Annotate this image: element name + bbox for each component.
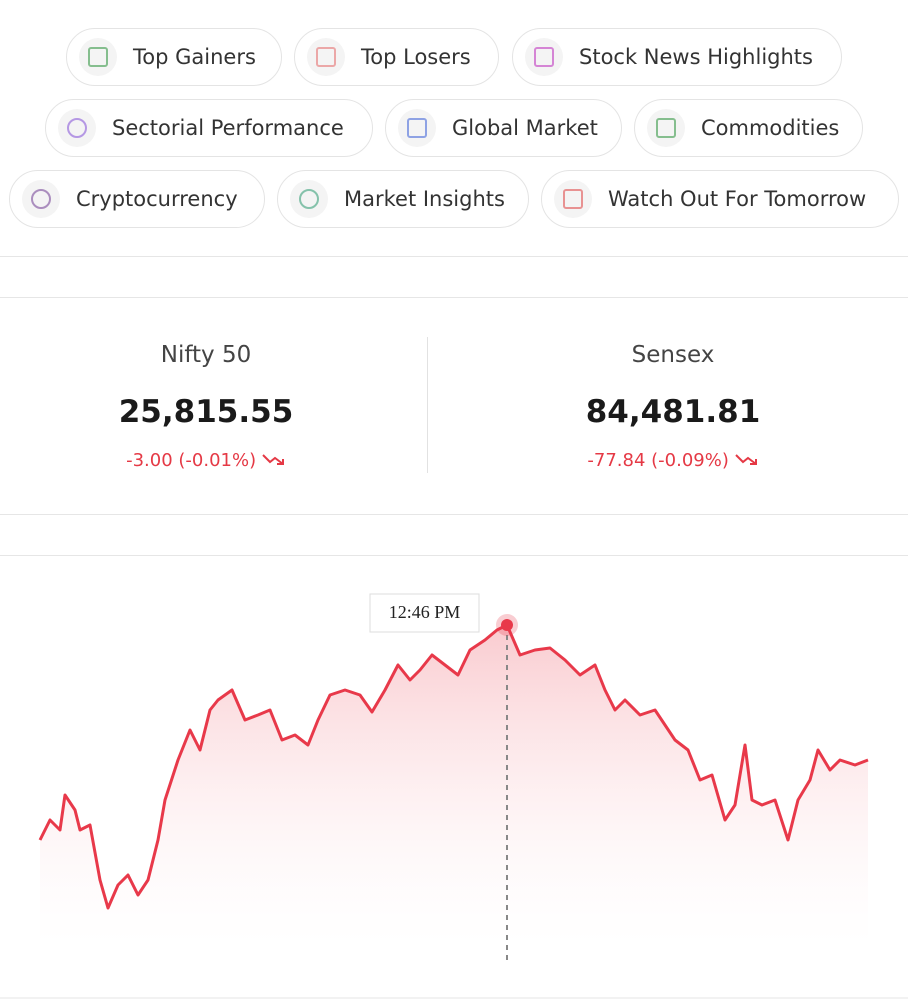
chip-label: Global Market xyxy=(452,116,598,140)
divider xyxy=(427,337,428,473)
chip-label: Stock News Highlights xyxy=(579,45,813,69)
change-text: -77.84 (-0.09%) xyxy=(587,450,729,471)
separator xyxy=(0,297,908,298)
price-line xyxy=(38,623,869,910)
chip-label: Top Gainers xyxy=(133,45,256,69)
chip[interactable]: Top Losers xyxy=(294,28,499,86)
separator xyxy=(0,555,908,556)
tooltip-text: 12:46 PM xyxy=(389,602,461,622)
index-change: -77.84 (-0.09%) xyxy=(463,450,883,471)
chip-label: Top Losers xyxy=(361,45,471,69)
down-arrow xyxy=(734,454,757,465)
chip[interactable]: Watch Out For Tomorrow xyxy=(541,170,899,228)
hover-dot xyxy=(501,619,513,631)
chip[interactable]: Market Insights xyxy=(277,170,529,228)
chip-label: Commodities xyxy=(701,116,840,140)
index-change: -3.00 (-0.01%) xyxy=(0,450,416,471)
index-name: Nifty 50 xyxy=(160,342,252,368)
index-value: 84,481.81 xyxy=(585,394,761,430)
separator xyxy=(0,514,908,515)
index-name: Sensex xyxy=(631,342,715,368)
tooltip-box xyxy=(369,593,480,633)
chip-label: Sectorial Performance xyxy=(112,116,344,140)
chip[interactable]: Cryptocurrency xyxy=(9,170,265,228)
chip[interactable]: Top Gainers xyxy=(66,28,282,86)
separator xyxy=(0,256,908,257)
chip[interactable]: Sectorial Performance xyxy=(45,99,373,157)
chip-label: Market Insights xyxy=(344,187,505,211)
chip[interactable]: Stock News Highlights xyxy=(512,28,842,86)
intraday-chart: 12:46 PM xyxy=(0,593,908,999)
chip[interactable]: Commodities xyxy=(634,99,863,157)
index-value: 25,815.55 xyxy=(118,394,294,430)
change-text: -3.00 (-0.01%) xyxy=(126,450,257,471)
area xyxy=(40,625,868,945)
chip-label: Cryptocurrency xyxy=(76,187,238,211)
chip[interactable]: Global Market xyxy=(385,99,622,157)
down-arrow xyxy=(262,454,284,465)
chip-label: Watch Out For Tomorrow xyxy=(608,187,867,211)
